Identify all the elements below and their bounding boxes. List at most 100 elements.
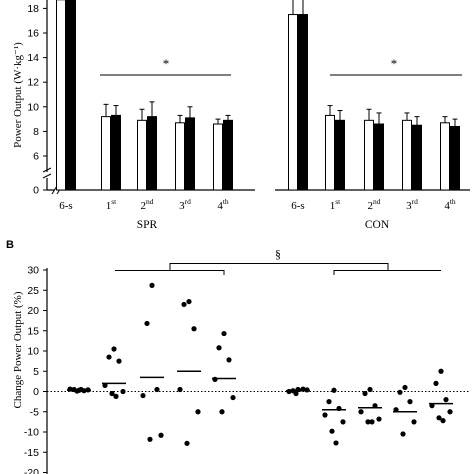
panel-b-point [219, 409, 225, 415]
panel-b-point [140, 392, 146, 399]
panel-b-point [293, 390, 299, 397]
panel-a-bar-spr-4-1 [223, 119, 233, 191]
panel-b-point [221, 330, 227, 337]
panel-b-significance-brackets: § [115, 247, 441, 275]
bracket-con-right [333, 270, 441, 275]
panel-b-point [407, 399, 413, 405]
panel-b-point [158, 432, 164, 438]
panel-a-x-tick-label: 6-s [59, 200, 72, 212]
panel-a-y-tick-label: 6 [33, 151, 39, 163]
panel-b-point [358, 409, 364, 415]
panel-b-point [304, 387, 310, 393]
panel-b-label: B [6, 239, 14, 251]
panel-b-y-tick-label: 20 [27, 305, 39, 317]
panel-b-point [212, 376, 218, 382]
panel-b-y-ticks: -20 -15 -10 -5 0 5 10 15 20 25 30 [24, 265, 47, 474]
panel-b-point [191, 326, 197, 332]
panel-b-y-tick-label: -20 [24, 467, 39, 474]
panel-a-bar-spr-2-1 [147, 116, 157, 191]
panel-b-point [195, 409, 201, 415]
panel-b-point [400, 431, 406, 437]
panel-b-point [144, 320, 150, 327]
panel-a-y-tick-label: 12 [27, 77, 39, 89]
panel-a-bar-spr-0-1 [66, 0, 76, 191]
panel-a-bar-con-1-0 [325, 114, 335, 191]
panel-b-point [109, 390, 115, 397]
panel-a-bar-con-0-1 [298, 14, 308, 191]
panel-a-y-axis-label: Power Output (W·kg⁻¹) [12, 42, 24, 148]
panel-a-bar-con-4-1 [450, 125, 460, 191]
panel-b-scatter-chart: B Change Power Output (%) -20 -15 -10 -5 0 5 1… [6, 239, 470, 474]
panel-a-bar-spr-3-1 [185, 117, 195, 191]
panel-b-point [331, 387, 337, 393]
panel-a-y-tick-label: 18 [27, 3, 39, 15]
group-label-con: CON [365, 219, 390, 231]
panel-a-y-ticks: 0 6 8 10 12 14 16 18 [27, 3, 47, 197]
panel-b-y-tick-label: 10 [27, 346, 39, 358]
panel-b-point [111, 346, 117, 352]
panel-b-point [433, 380, 439, 386]
panel-b-point [216, 345, 222, 351]
panel-b-point [147, 436, 153, 442]
panel-b-point [440, 418, 446, 424]
panel-b-y-tick-label: -15 [24, 447, 39, 459]
panel-a-bar-spr-0-0 [56, 0, 66, 191]
panel-b-point [120, 388, 126, 395]
panel-b-point [226, 357, 232, 363]
panel-b-points [67, 282, 453, 446]
panel-a-x-tick-label: 2nd [368, 197, 381, 212]
panel-a-x-tick-label: 1st [106, 197, 117, 212]
panel-a-y-tick-label: 16 [27, 28, 39, 40]
group-label-spr: SPR [137, 219, 158, 231]
panel-b-y-tick-label: 30 [27, 265, 39, 277]
panel-b-y-tick-label: 15 [27, 325, 39, 337]
panel-b-point [177, 386, 183, 393]
panel-a-y-tick-label: 0 [33, 185, 39, 197]
panel-b-point [447, 409, 453, 415]
bracket-top [169, 263, 389, 271]
panel-a-bar-con-3-1 [412, 124, 422, 191]
panel-b-point [369, 419, 375, 425]
panel-a-bar-chart: Power Output (W·kg⁻¹) 0 6 8 10 12 14 16 18 6-s 1… [12, 0, 470, 231]
panel-b-point [149, 282, 155, 288]
panel-a-x-tick-label: 1st [330, 197, 341, 212]
panel-a-x-tick-label: 4th [444, 197, 456, 212]
bracket-spr-left [115, 270, 225, 275]
panel-b-point [326, 399, 332, 405]
panel-b-point [362, 390, 368, 397]
panel-a-y-tick-label: 14 [27, 52, 39, 64]
panel-a-bar-con-4-0 [440, 122, 450, 191]
panel-b-point [397, 389, 403, 395]
panel-b-point [436, 415, 442, 421]
panel-a-bar-con-2-1 [374, 123, 384, 191]
panel-b-point [367, 386, 373, 393]
panel-b-y-tick-label: -10 [24, 427, 39, 439]
panel-a-bar-spr-1-1 [111, 114, 121, 191]
panel-a-bar-con-3-0 [402, 119, 412, 191]
panel-a-bar-con-1-1 [335, 119, 345, 191]
panel-a-bars [56, 0, 460, 191]
panel-b-point [411, 419, 417, 425]
panel-a-x-tick-label: 3rd [179, 197, 191, 212]
panel-a-bar-spr-1-0 [101, 116, 111, 191]
panel-b-point [365, 419, 371, 425]
significance-star-con: * [391, 56, 398, 71]
panel-b-y-tick-label: 0 [33, 386, 39, 398]
significance-star-spr: * [163, 56, 170, 71]
panel-b-y-axis-label: Change Power Output (%) [12, 291, 24, 408]
panel-b-point [340, 419, 346, 425]
panel-b-point [106, 354, 112, 360]
panel-b-point [184, 440, 190, 446]
panel-a-bar-con-0-0 [288, 14, 298, 191]
panel-b-y-tick-label: -5 [30, 406, 39, 418]
panel-a-x-tick-label: 2nd [141, 197, 154, 212]
panel-a-bar-spr-4-0 [213, 123, 223, 191]
panel-b-point [402, 384, 408, 391]
panel-b-point [154, 386, 160, 393]
panel-b-point [113, 393, 119, 399]
panel-a-bar-con-2-0 [364, 119, 374, 191]
panel-b-point [333, 440, 339, 446]
panel-b-point [286, 388, 292, 395]
panel-a-y-tick-label: 8 [33, 126, 39, 138]
